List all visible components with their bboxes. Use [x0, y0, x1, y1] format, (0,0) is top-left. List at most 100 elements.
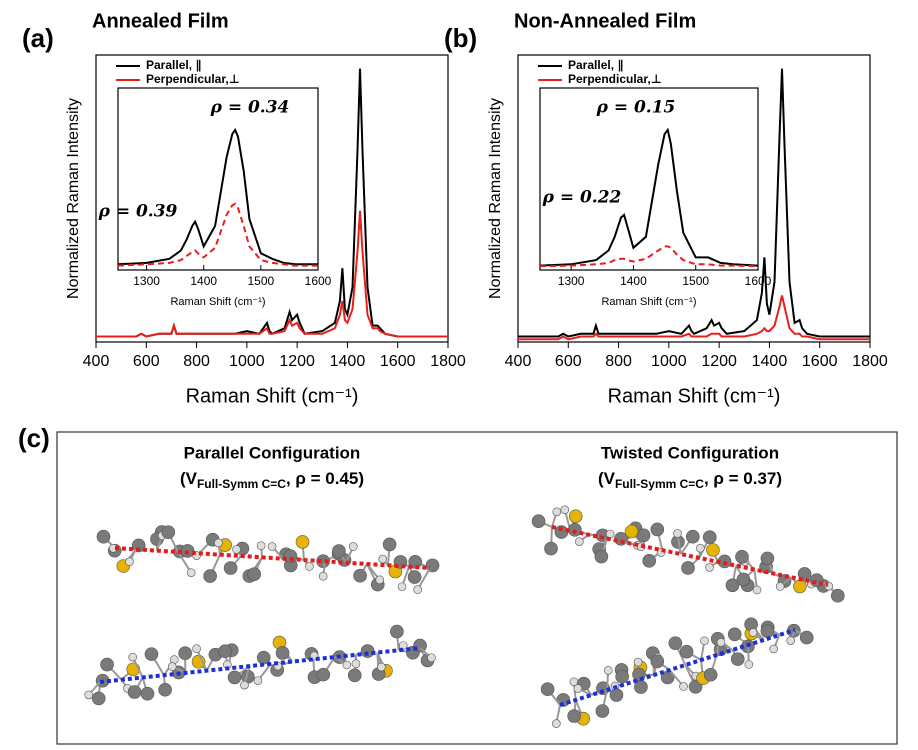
- atom: [776, 582, 784, 590]
- atom: [240, 681, 248, 689]
- configuration-subtitle: (VFull-Symm C=C, ρ = 0.37): [598, 469, 782, 491]
- x-tick-label: 1200: [701, 353, 737, 370]
- atom: [700, 637, 708, 645]
- atom: [427, 654, 435, 662]
- atom: [634, 658, 642, 666]
- x-tick-label: 400: [505, 353, 532, 370]
- atom: [179, 647, 192, 660]
- atom: [596, 705, 609, 718]
- atom: [679, 682, 687, 690]
- atom: [761, 625, 774, 638]
- atom: [349, 542, 357, 550]
- atom: [532, 515, 545, 528]
- atom: [800, 631, 813, 644]
- atom: [162, 526, 175, 539]
- inset-x-axis-label: Raman Shift (cm⁻¹): [601, 296, 696, 308]
- atom: [254, 677, 262, 685]
- atom: [305, 562, 313, 570]
- atom: [770, 645, 778, 653]
- legend-label: Perpendicular,⊥: [568, 72, 662, 86]
- atom: [390, 625, 403, 638]
- inset-x-tick-label: 1300: [558, 274, 585, 288]
- x-tick-label: 1000: [651, 353, 687, 370]
- x-tick-label: 1800: [852, 353, 888, 370]
- atom: [332, 545, 345, 558]
- atom: [753, 586, 761, 594]
- atom: [129, 653, 137, 661]
- atom: [561, 506, 569, 514]
- x-tick-label: 1200: [279, 353, 315, 370]
- atom: [674, 529, 682, 537]
- panel-label: (b): [444, 23, 477, 53]
- atom: [101, 658, 114, 671]
- atom: [376, 576, 384, 584]
- atom: [204, 570, 217, 583]
- molecules: [85, 506, 845, 728]
- sulfur-atom: [296, 535, 309, 548]
- panel-label: (c): [18, 423, 50, 453]
- atom: [228, 671, 241, 684]
- inset-x-tick-label: 1400: [620, 274, 647, 288]
- atom: [610, 689, 623, 702]
- atom: [761, 552, 774, 565]
- atom: [703, 531, 716, 544]
- inset-x-axis-label: Raman Shift (cm⁻¹): [170, 296, 265, 308]
- atom: [224, 562, 237, 575]
- atom: [682, 561, 695, 574]
- subtitle-subscript: Full-Symm C=C: [615, 477, 704, 491]
- x-tick-label: 1400: [752, 353, 788, 370]
- atom: [704, 668, 717, 681]
- chart-title: Annealed Film: [92, 10, 229, 32]
- legend-label: Parallel, ∥: [146, 58, 201, 72]
- atom: [545, 542, 558, 555]
- atom: [377, 663, 385, 671]
- atom: [257, 542, 265, 550]
- subtitle-prefix: (V: [180, 469, 198, 488]
- atom: [97, 530, 110, 543]
- atom: [541, 683, 554, 696]
- atom: [145, 648, 158, 661]
- x-tick-label: 600: [133, 353, 160, 370]
- x-tick-label: 1800: [430, 353, 466, 370]
- x-tick-label: 400: [83, 353, 110, 370]
- atom: [343, 661, 351, 669]
- atom: [319, 572, 327, 580]
- atom: [233, 545, 241, 553]
- atom: [831, 589, 844, 602]
- x-tick-label: 1600: [802, 353, 838, 370]
- x-tick-label: 800: [183, 353, 210, 370]
- atom: [92, 692, 105, 705]
- x-tick-label: 1600: [380, 353, 416, 370]
- atom: [728, 628, 741, 641]
- atom: [248, 568, 261, 581]
- sulfur-atom: [569, 510, 582, 523]
- x-tick-label: 1400: [330, 353, 366, 370]
- atom: [168, 663, 176, 671]
- atom: [787, 637, 795, 645]
- x-tick-label: 1000: [229, 353, 265, 370]
- configuration-title: Parallel Configuration: [184, 443, 361, 462]
- atom: [276, 646, 289, 659]
- atom: [553, 508, 561, 516]
- atom: [219, 645, 232, 658]
- subtitle-prefix: (V: [598, 469, 616, 488]
- atom: [616, 670, 629, 683]
- atom: [731, 653, 744, 666]
- legend-label: Parallel, ∥: [568, 58, 623, 72]
- x-axis-label: Raman Shift (cm⁻¹): [186, 385, 359, 407]
- atom: [686, 530, 699, 543]
- atom: [552, 720, 560, 728]
- atom: [637, 529, 650, 542]
- atom: [705, 563, 713, 571]
- configuration-subtitle: (VFull-Symm C=C, ρ = 0.45): [180, 469, 364, 491]
- atom: [745, 660, 753, 668]
- atom: [379, 555, 387, 563]
- atom: [696, 544, 704, 552]
- legend-label: Perpendicular,⊥: [146, 72, 240, 86]
- chart-title: Non-Annealed Film: [514, 10, 696, 32]
- rho-annotation: ρ = 0.22: [542, 188, 622, 208]
- atom: [317, 668, 330, 681]
- atom: [574, 684, 582, 692]
- x-tick-label: 600: [555, 353, 582, 370]
- atom: [348, 669, 361, 682]
